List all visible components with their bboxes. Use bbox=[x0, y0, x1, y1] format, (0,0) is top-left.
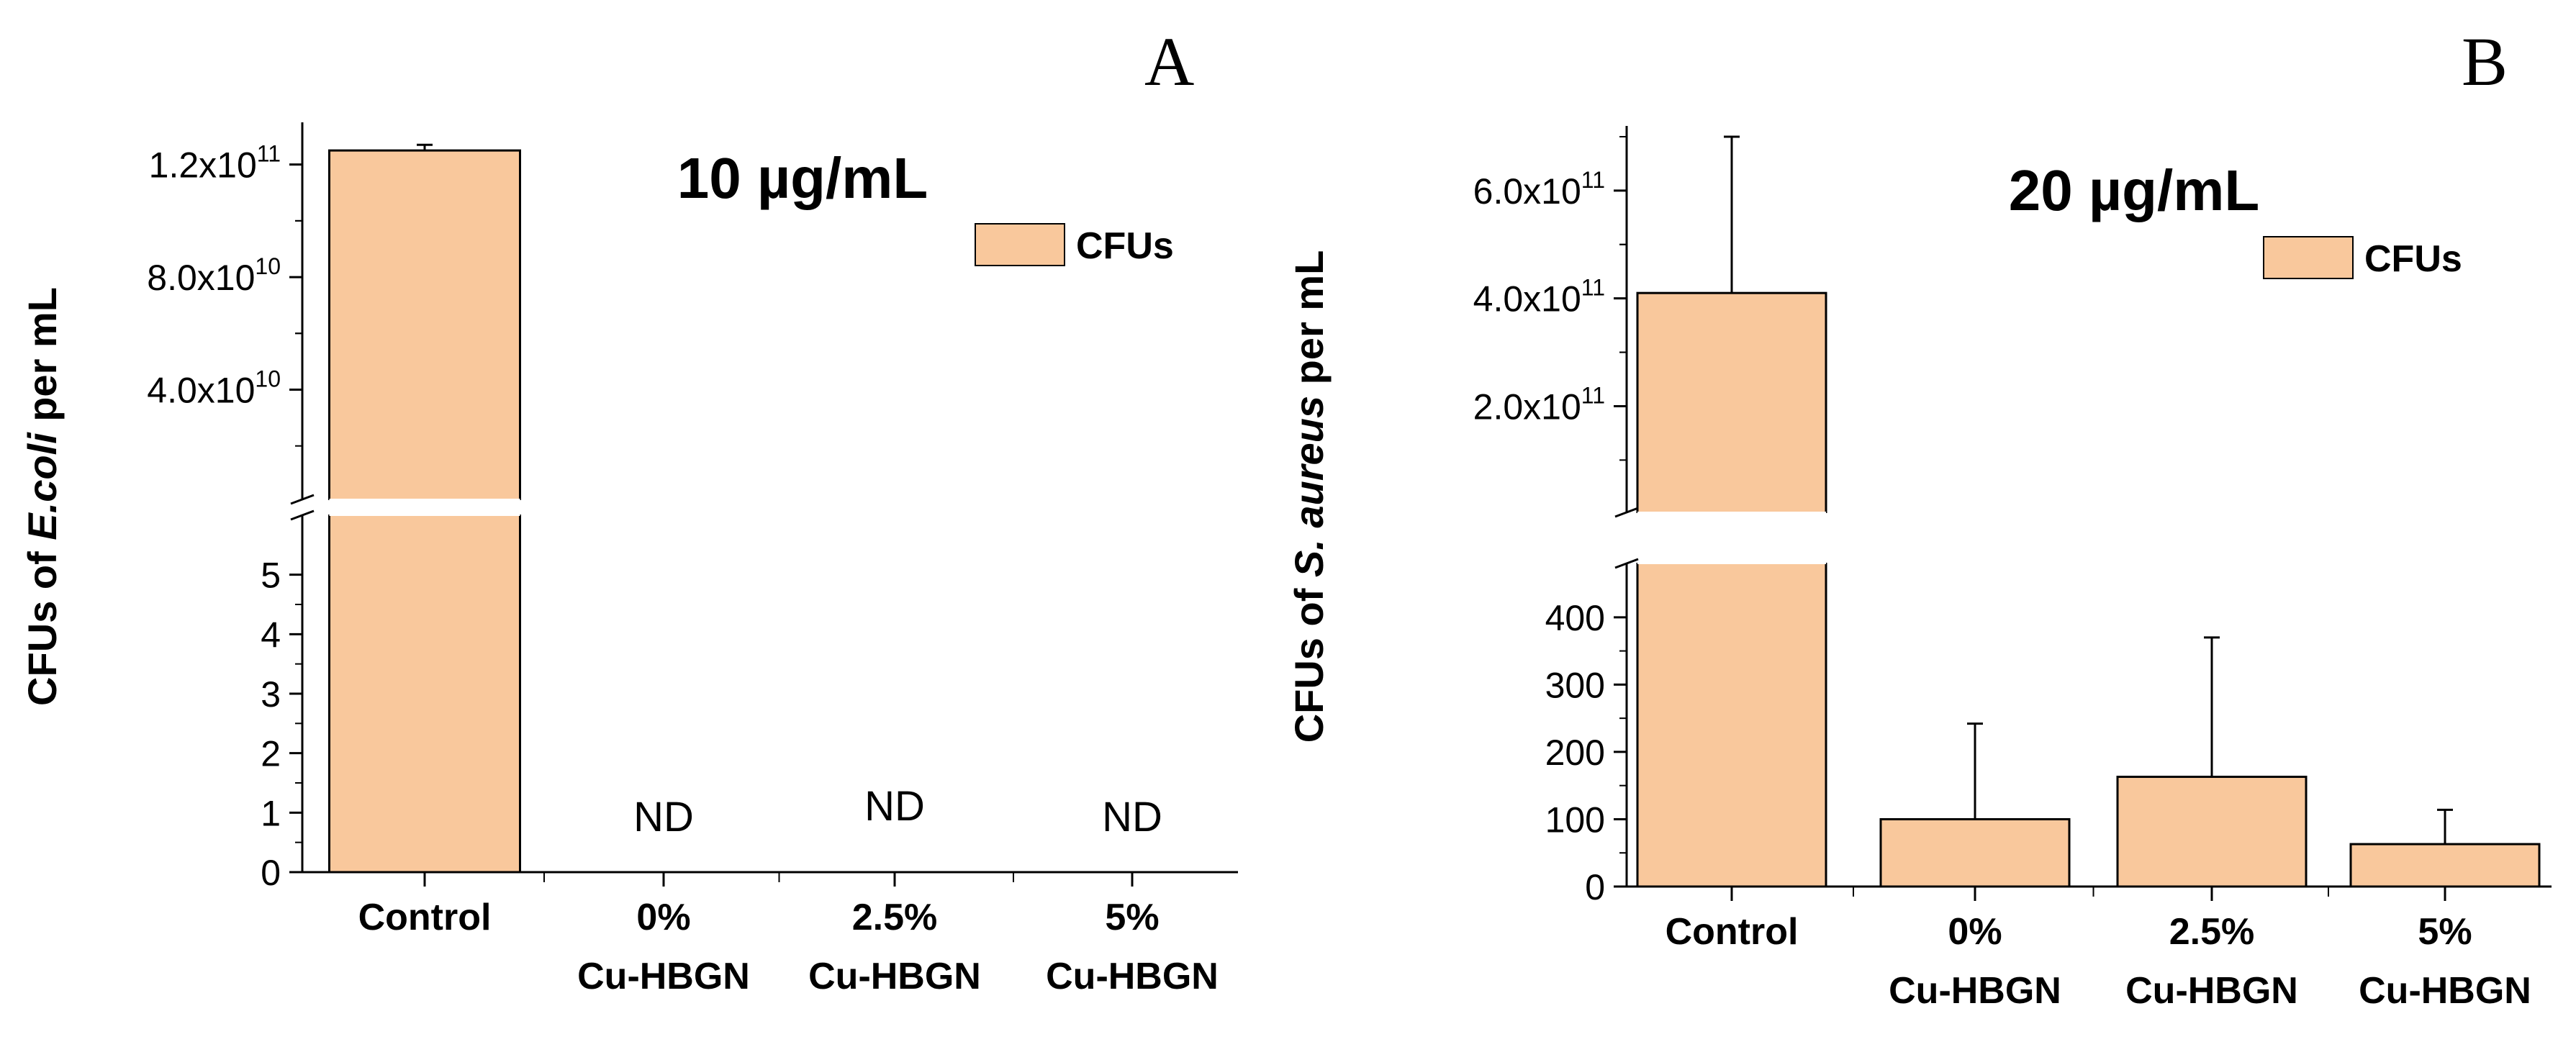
chart-title: 20 µg/mL bbox=[2009, 158, 2259, 222]
y-tick-label-lower-3: 3 bbox=[261, 674, 281, 715]
panel-letter: B bbox=[2462, 23, 2508, 100]
x-tick-label-0: Control bbox=[1666, 911, 1799, 953]
panel-letter: A bbox=[1144, 23, 1194, 100]
y-tick-label-lower-1: 100 bbox=[1545, 799, 1605, 840]
x-tick-label-line2-1: Cu-HBGN bbox=[577, 956, 750, 997]
x-tick-label-line2-1: Cu-HBGN bbox=[1889, 970, 2061, 1012]
y-tick-label-upper-2: 1.2x1011 bbox=[149, 141, 281, 186]
legend: CFUs bbox=[2263, 236, 2462, 280]
bar-label-1: ND bbox=[633, 794, 694, 840]
bar-break-gap bbox=[1637, 512, 1826, 564]
x-tick-label-3: 5% bbox=[1105, 897, 1159, 938]
x-tick-label-3: 5% bbox=[2418, 911, 2472, 953]
y-tick-label-lower-5: 5 bbox=[261, 556, 281, 596]
legend-swatch bbox=[2263, 236, 2354, 279]
legend-label: CFUs bbox=[1076, 225, 1174, 267]
break-mark-upper bbox=[1614, 507, 1639, 518]
panel-b: B 20 µg/mL CFUs 0 100 200 300 400 2.0x1011 4.0x10… bbox=[1286, 23, 2552, 1012]
legend-label: CFUs bbox=[2364, 238, 2462, 280]
y-tick-label-lower-4: 400 bbox=[1545, 598, 1605, 638]
y-tick-label-lower-3: 300 bbox=[1545, 665, 1605, 705]
y-tick-label-upper-0: 4.0x1010 bbox=[147, 366, 281, 410]
bar-break-gap bbox=[329, 499, 520, 516]
x-tick-label-line2-2: Cu-HBGN bbox=[2125, 970, 2298, 1012]
y-axis-label: CFUs of S. aureus per mL bbox=[1286, 250, 1332, 743]
y-tick-label-upper-1: 8.0x1010 bbox=[147, 253, 281, 298]
y-tick-label-lower-2: 200 bbox=[1545, 733, 1605, 773]
y-tick-label-upper-1: 4.0x1011 bbox=[1473, 275, 1605, 319]
break-mark-upper bbox=[290, 494, 315, 505]
panel-a: A 10 µg/mL CFUs ND ND ND 0 1 2 3 4 5 4.0x1010 8.0x101… bbox=[19, 23, 1238, 997]
y-tick-label-lower-0: 0 bbox=[1585, 867, 1605, 907]
y-tick-label-lower-0: 0 bbox=[261, 853, 281, 893]
legend: CFUs bbox=[975, 223, 1174, 267]
x-tick-label-line2-3: Cu-HBGN bbox=[1046, 956, 1219, 997]
bar-0 bbox=[1636, 291, 1827, 888]
x-tick-label-2: 2.5% bbox=[2169, 911, 2255, 953]
bar-1 bbox=[1879, 817, 2071, 888]
break-mark-lower bbox=[1614, 558, 1639, 569]
y-tick-label-upper-0: 2.0x1011 bbox=[1473, 382, 1605, 427]
break-mark-lower bbox=[290, 509, 315, 521]
x-tick-label-0: Control bbox=[358, 897, 492, 938]
chart-title: 10 µg/mL bbox=[677, 146, 928, 210]
y-axis-label: CFUs of E.coli per mL bbox=[19, 287, 65, 706]
y-tick-label-lower-4: 4 bbox=[261, 615, 281, 655]
y-tick-label-lower-1: 1 bbox=[261, 793, 281, 833]
bar-label-3: ND bbox=[1102, 794, 1162, 840]
y-tick-label-lower-2: 2 bbox=[261, 734, 281, 774]
x-tick-label-1: 0% bbox=[1948, 911, 2002, 953]
legend-swatch bbox=[975, 223, 1065, 266]
bar-label-2: ND bbox=[864, 783, 925, 830]
x-tick-label-line2-3: Cu-HBGN bbox=[2359, 970, 2531, 1012]
bar-2 bbox=[2116, 776, 2308, 888]
bar-3 bbox=[2349, 843, 2541, 888]
y-tick-label-upper-2: 6.0x1011 bbox=[1473, 167, 1605, 212]
x-tick-label-1: 0% bbox=[636, 897, 690, 938]
x-tick-label-line2-2: Cu-HBGN bbox=[808, 956, 981, 997]
x-tick-label-2: 2.5% bbox=[852, 897, 938, 938]
